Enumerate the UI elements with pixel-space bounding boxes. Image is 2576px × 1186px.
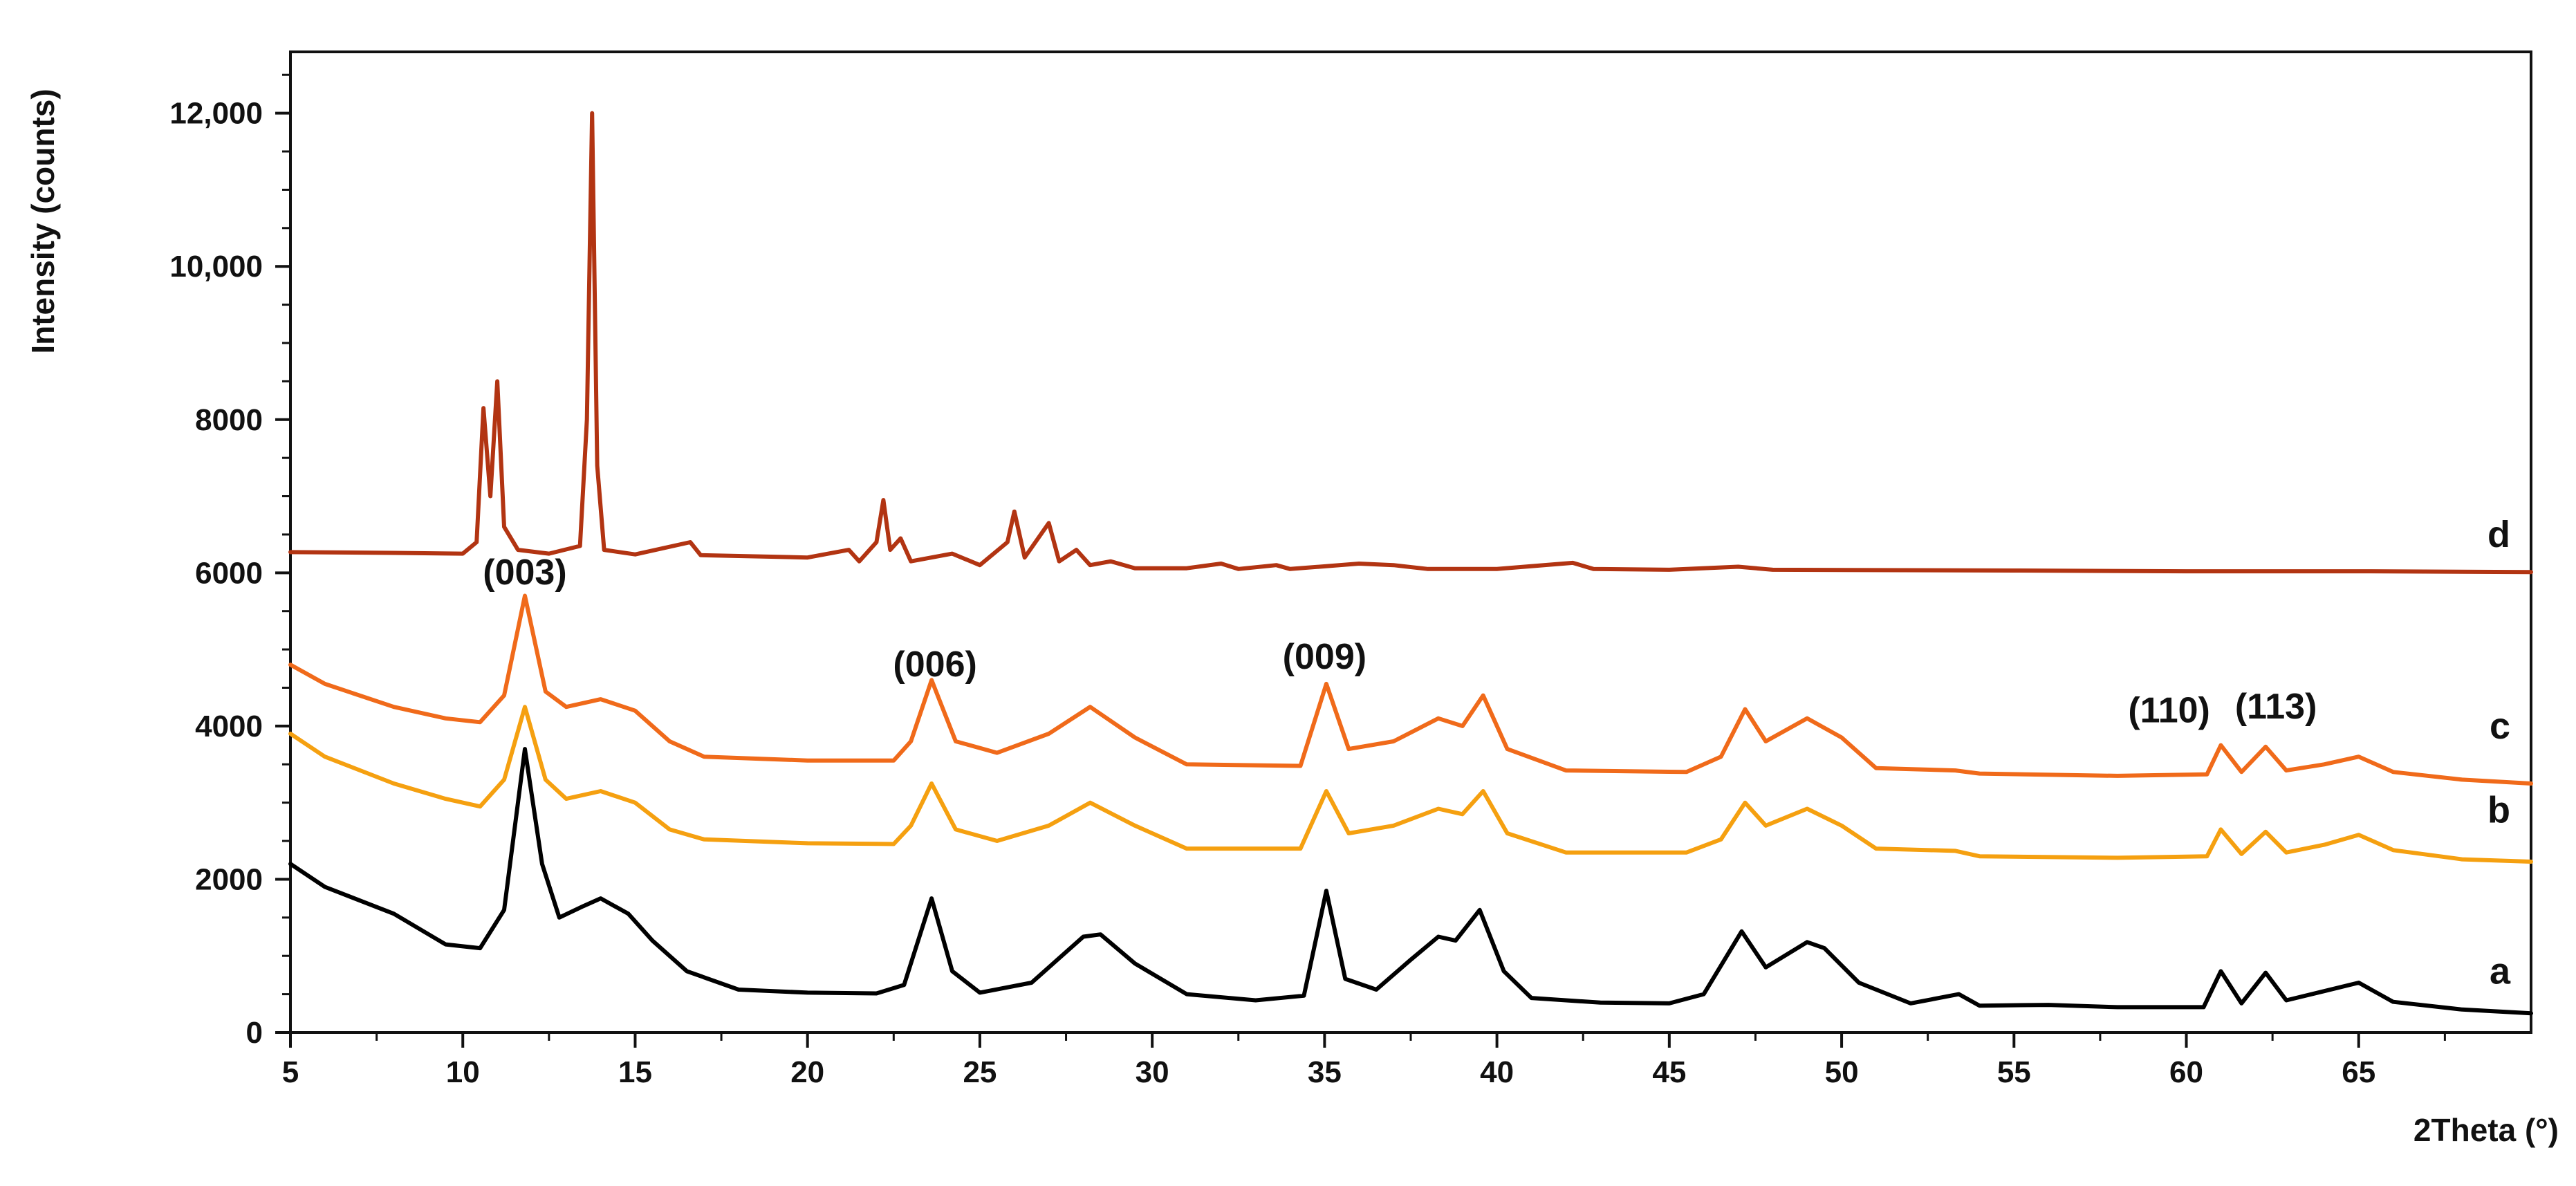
plot-frame <box>289 50 2532 1034</box>
peak-annotation: (009) <box>1283 637 1366 677</box>
series-label-b: b <box>2487 790 2510 831</box>
x-tick-label: 30 <box>1136 1055 1169 1089</box>
x-tick-label: 5 <box>282 1055 299 1089</box>
y-tick-label: 2000 <box>195 862 263 896</box>
peak-annotation: (003) <box>483 553 566 593</box>
y-axis-title: Intensity (counts) <box>25 89 61 353</box>
x-tick-label: 60 <box>2169 1055 2203 1089</box>
labels-layer: a b c d (003) (006) (009) (110) (113) <box>483 514 2511 992</box>
x-axis-title: 2Theta (°) <box>2413 1112 2559 1148</box>
y-tick-label: 4000 <box>195 710 263 743</box>
axis-ticks: 5 10 15 20 25 30 35 40 45 50 55 60 65 0 2000 4000 6000 80… <box>169 73 2446 1089</box>
x-tick-label: 65 <box>2342 1055 2375 1089</box>
peak-annotation: (006) <box>893 645 976 685</box>
x-tick-label: 10 <box>446 1055 480 1089</box>
series-label-a: a <box>2490 950 2511 992</box>
x-tick-label: 55 <box>1997 1055 2031 1089</box>
peak-annotation: (113) <box>2235 687 2317 727</box>
y-tick-label: 12,000 <box>169 97 263 131</box>
x-tick-label: 40 <box>1480 1055 1514 1089</box>
y-tick-label: 0 <box>246 1016 263 1050</box>
x-tick-label: 25 <box>963 1055 997 1089</box>
y-tick-label: 10,000 <box>169 250 263 284</box>
series-c-line <box>288 593 2533 786</box>
x-tick-label: 50 <box>1825 1055 1859 1089</box>
y-tick-label: 8000 <box>195 403 263 437</box>
x-tick-label: 20 <box>790 1055 824 1089</box>
series-label-c: c <box>2490 705 2510 747</box>
x-tick-label: 15 <box>618 1055 652 1089</box>
series-a-line <box>288 747 2533 1016</box>
x-tick-label: 45 <box>1652 1055 1686 1089</box>
peak-annotation: (110) <box>2128 690 2210 730</box>
series-label-d: d <box>2487 514 2510 555</box>
series-d-line <box>288 111 2533 575</box>
y-tick-label: 6000 <box>195 556 263 590</box>
x-tick-label: 35 <box>1308 1055 1342 1089</box>
series-b-line <box>288 705 2533 864</box>
series-layer <box>288 111 2533 1016</box>
